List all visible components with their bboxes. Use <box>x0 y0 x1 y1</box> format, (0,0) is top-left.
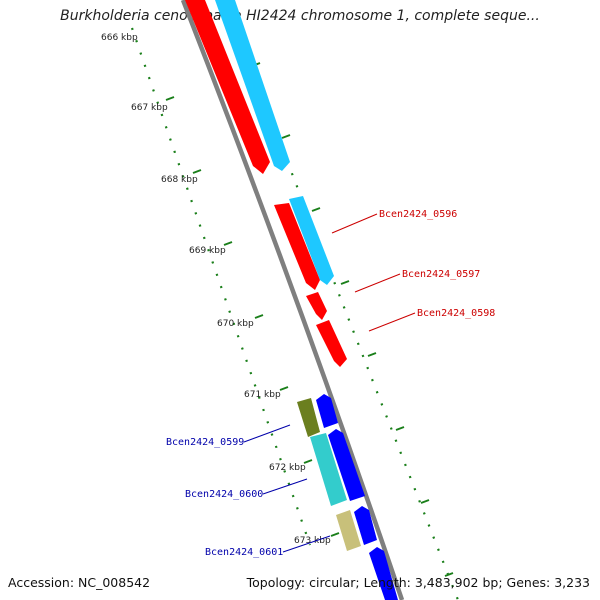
tick-669 <box>223 241 233 246</box>
inner-ruler <box>130 27 340 546</box>
label-bcen2424-0599[interactable]: Bcen2424_0599 <box>166 437 244 448</box>
tick-668 <box>192 169 202 174</box>
forward-cds <box>215 0 334 285</box>
gene-bcen2424-0601[interactable] <box>336 510 361 551</box>
leader-0596 <box>331 213 378 234</box>
forward-genes <box>185 0 347 367</box>
gene-bcen2424-0596-red[interactable] <box>274 203 320 290</box>
label-bcen2424-0601[interactable]: Bcen2424_0601 <box>205 547 283 558</box>
leader-0599 <box>243 424 291 443</box>
leader-0600 <box>262 478 308 495</box>
leader-0601 <box>282 535 331 553</box>
map-title: Burkholderia cenocepacia HI2424 chromoso… <box>60 8 540 24</box>
gene-bcen2424-0598[interactable] <box>316 320 347 367</box>
outer-tick-3 <box>311 207 321 212</box>
chromosome-backbone <box>180 0 405 600</box>
tick-673 <box>330 532 340 537</box>
gene-bcen2424-0599-blue[interactable] <box>316 394 338 428</box>
label-bcen2424-0598[interactable]: Bcen2424_0598 <box>417 308 495 319</box>
gene-bcen2424-0600-blue[interactable] <box>328 429 365 501</box>
outer-tick-4 <box>340 280 350 285</box>
outer-tick-8 <box>444 572 454 577</box>
gene-bcen2424-0601-blue[interactable] <box>354 506 377 545</box>
ruler-label-672: 672 kbp <box>269 463 306 473</box>
tick-671 <box>279 386 289 391</box>
ruler-label-670: 670 kbp <box>217 319 254 329</box>
reverse-genes <box>297 394 398 600</box>
leader-0597 <box>354 273 401 293</box>
tick-667 <box>165 96 175 101</box>
outer-tick-2 <box>281 134 291 139</box>
leader-0598 <box>368 312 416 332</box>
gene-bcen2424-0595-red[interactable] <box>185 0 270 174</box>
tick-672 <box>303 459 313 464</box>
ruler-label-666: 666 kbp <box>101 33 138 43</box>
gene-bcen2424-0599[interactable] <box>297 398 320 437</box>
cds-bcen2424-0596[interactable] <box>289 196 334 285</box>
ruler-label-673: 673 kbp <box>294 536 331 546</box>
inner-ruler-dots <box>130 27 312 546</box>
outer-tick-6 <box>395 426 405 431</box>
topology-text: Topology: circular; Length: 3,483,902 bp… <box>246 575 590 590</box>
label-bcen2424-0596[interactable]: Bcen2424_0596 <box>379 209 457 220</box>
gene-bcen2424-0600[interactable] <box>310 433 347 506</box>
ruler-label-668: 668 kbp <box>161 175 198 185</box>
cds-bcen2424-0595[interactable] <box>215 0 290 171</box>
outer-ruler <box>238 39 460 600</box>
gene-bcen2424-0597[interactable] <box>306 292 327 320</box>
tick-670 <box>254 314 264 319</box>
accession-text: Accession: NC_008542 <box>8 575 151 590</box>
outer-tick-7 <box>420 499 430 504</box>
gene-bcen2424-0602-blue[interactable] <box>369 547 398 600</box>
outer-ruler-dots <box>238 39 460 600</box>
ruler-label-667: 667 kbp <box>131 103 168 113</box>
ruler-label-669: 669 kbp <box>189 246 226 256</box>
label-bcen2424-0597[interactable]: Bcen2424_0597 <box>402 269 480 280</box>
ruler-label-671: 671 kbp <box>244 390 281 400</box>
label-bcen2424-0600[interactable]: Bcen2424_0600 <box>185 489 263 500</box>
outer-tick-5 <box>367 352 377 357</box>
